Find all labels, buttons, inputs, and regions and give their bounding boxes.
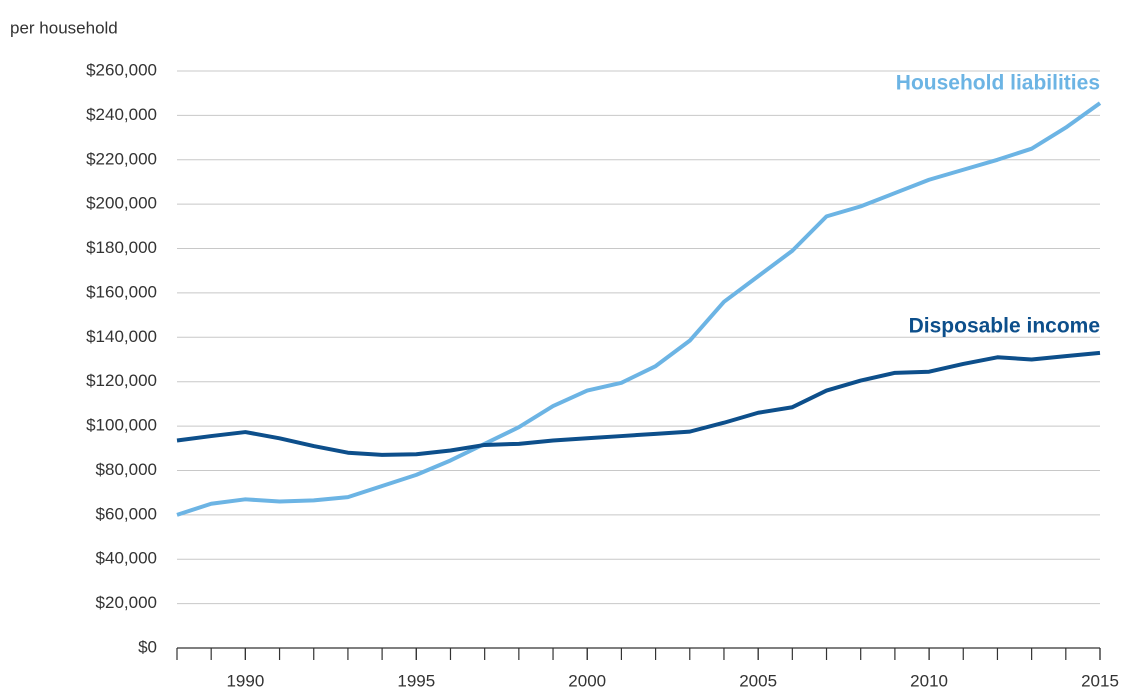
y-tick-label: $120,000 (86, 371, 157, 390)
y-tick-label: $180,000 (86, 238, 157, 257)
y-tick-label: $0 (138, 637, 157, 656)
x-tick-label: 2000 (568, 671, 606, 690)
series-label: Household liabilities (896, 72, 1100, 95)
y-tick-label: $60,000 (96, 504, 157, 523)
y-tick-label: $80,000 (96, 460, 157, 479)
y-tick-label: $20,000 (96, 593, 157, 612)
y-tick-label: $240,000 (86, 105, 157, 124)
x-tick-label: 2005 (739, 671, 777, 690)
y-tick-label: $200,000 (86, 194, 157, 213)
x-tick-label: 1995 (397, 671, 435, 690)
series-label: Disposable income (909, 314, 1100, 337)
series-line (176, 101, 1102, 517)
y-tick-label: $160,000 (86, 282, 157, 301)
y-axis-label: per household (10, 18, 118, 37)
y-tick-label: $220,000 (86, 149, 157, 168)
y-tick-label: $260,000 (86, 60, 157, 79)
x-tick-label: 2015 (1081, 671, 1119, 690)
y-tick-label: $40,000 (96, 549, 157, 568)
y-tick-label: $140,000 (86, 327, 157, 346)
x-tick-label: 2010 (910, 671, 948, 690)
series-line (176, 350, 1101, 457)
x-tick-label: 1990 (226, 671, 264, 690)
y-tick-label: $100,000 (86, 416, 157, 435)
